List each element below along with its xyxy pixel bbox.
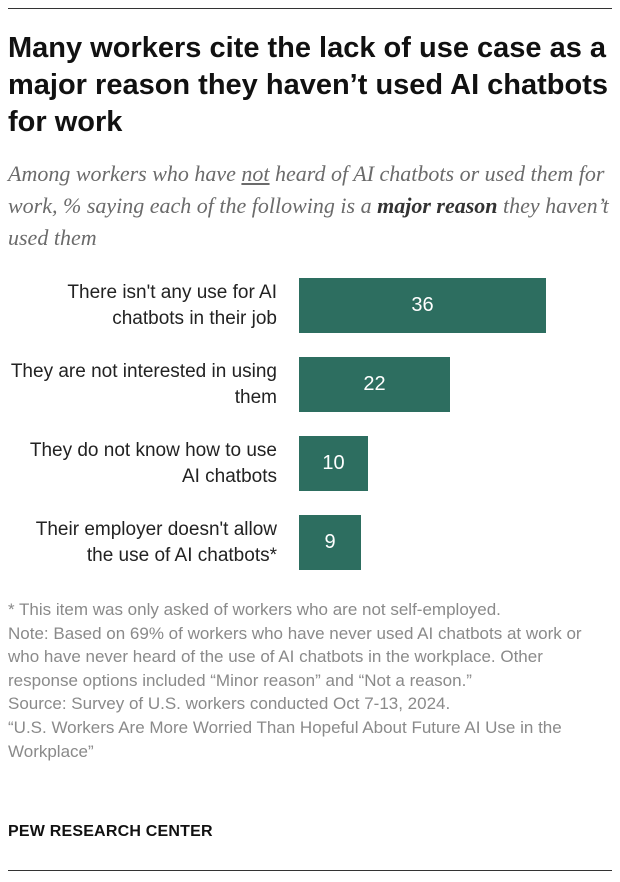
methodology-note: Note: Based on 69% of workers who have n… bbox=[8, 623, 582, 690]
bar: 10 bbox=[299, 436, 368, 491]
subtitle-part-3: they haven’t used them bbox=[8, 193, 609, 250]
report-title: “U.S. Workers Are More Worried Than Hope… bbox=[8, 717, 562, 761]
bar-value-label: 22 bbox=[363, 373, 386, 395]
top-rule bbox=[8, 8, 612, 9]
subtitle-bold: major reason bbox=[377, 193, 498, 218]
source-note: Source: Survey of U.S. workers conducted… bbox=[8, 694, 451, 714]
chart-title: Many workers cite the lack of use case a… bbox=[8, 32, 609, 138]
bar: 22 bbox=[299, 357, 450, 412]
org-name: PEW RESEARCH CENTER bbox=[8, 823, 213, 840]
bar: 36 bbox=[299, 278, 546, 333]
bar-value-label: 36 bbox=[411, 294, 434, 316]
chart-notes: * This item was only asked of workers wh… bbox=[8, 598, 616, 763]
subtitle-part-2: heard of AI chatbots or used them for wo… bbox=[8, 161, 605, 218]
bar: 9 bbox=[299, 515, 361, 570]
subtitle-underlined: not bbox=[241, 161, 270, 186]
subtitle-part-1: Among workers who have bbox=[8, 161, 242, 186]
chart-subtitle: Among workers who have not heard of AI c… bbox=[8, 158, 612, 254]
bar-category-label: Their employer doesn't allow the use of … bbox=[35, 519, 277, 566]
bar-value-label: 10 bbox=[322, 452, 345, 474]
bar-value-label: 9 bbox=[324, 531, 336, 553]
bar-category-label: They do not know how to use AI chatbots bbox=[29, 440, 277, 487]
bar-chart: 36 There isn't any use for AI chatbots in… bbox=[0, 270, 620, 590]
bottom-rule bbox=[8, 870, 612, 871]
bar-category-label: They are not interested in using them bbox=[10, 361, 277, 408]
bar-category-label: There isn't any use for AI chatbots in t… bbox=[67, 282, 277, 329]
asterisk-note: * This item was only asked of workers wh… bbox=[8, 600, 501, 619]
